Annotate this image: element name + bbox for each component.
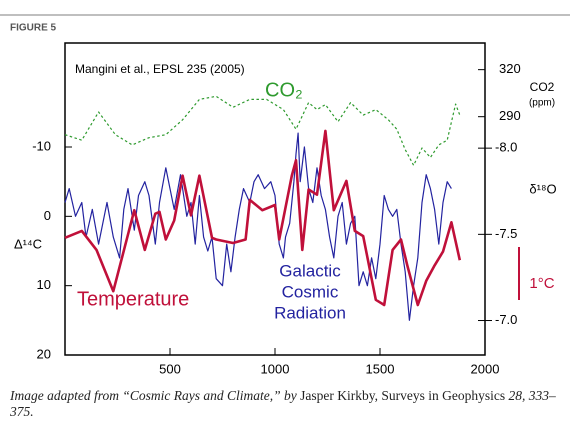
y-axis-label: Δ¹⁴C	[14, 236, 42, 251]
caption-text: 28, 333–375.	[10, 388, 556, 419]
gcr-label: Cosmic	[282, 282, 339, 301]
y3-tick-label: -7.0	[495, 312, 517, 327]
figure-label: FIGURE 5	[10, 23, 57, 34]
y2-tick-label: 290	[499, 108, 521, 123]
series-line	[64, 95, 461, 166]
y2-tick-label: 320	[499, 61, 521, 76]
co2-label: CO₂	[265, 79, 303, 101]
caption-text: Jasper Kirkby,	[300, 388, 382, 403]
gcr-label: Galactic	[279, 261, 341, 280]
x-tick-label: 500	[159, 361, 181, 376]
y3-tick-label: -8.0	[495, 140, 517, 155]
y2-axis-unit: (ppm)	[529, 98, 555, 109]
chart: FIGURE 5 Mangini et al., EPSL 235 (2005)…	[0, 14, 570, 376]
y3-tick-label: -7.5	[495, 226, 517, 241]
x-tick-label: 2000	[471, 361, 500, 376]
source-note: Mangini et al., EPSL 235 (2005)	[75, 62, 245, 76]
y-tick-label: -10	[32, 138, 51, 153]
gcr-label: Radiation	[274, 303, 346, 322]
series-line	[64, 129, 462, 307]
y-tick-label: 0	[44, 208, 51, 223]
x-tick-label: 1500	[366, 361, 395, 376]
temperature-label: Temperature	[77, 288, 189, 310]
y-tick-label: 10	[37, 277, 51, 292]
scale-bar-label: 1°C	[529, 275, 554, 292]
y2-axis-label: CO2	[530, 80, 555, 94]
caption-text: Surveys in Geophysics	[381, 388, 509, 403]
caption-text: Image adapted from “Cosmic Rays and Clim…	[10, 388, 301, 403]
x-tick-label: 1000	[261, 361, 290, 376]
caption: Image adapted from “Cosmic Rays and Clim…	[10, 388, 560, 420]
y3-axis-label: δ¹⁸O	[529, 181, 556, 196]
series-line	[64, 132, 452, 321]
y-tick-label: 20	[37, 346, 51, 361]
